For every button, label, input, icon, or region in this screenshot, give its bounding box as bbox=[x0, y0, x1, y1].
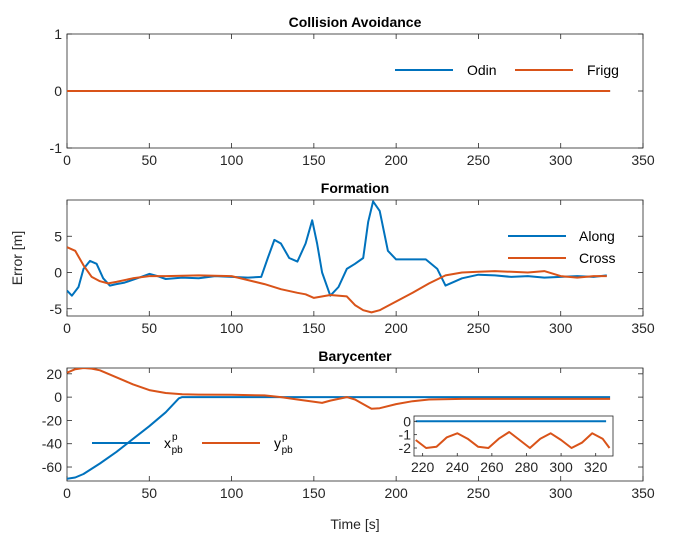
x-tick-label: 100 bbox=[220, 320, 244, 336]
inset-y-tick-label: 0 bbox=[403, 413, 411, 429]
x-tick-label: 100 bbox=[220, 485, 244, 501]
chart-title: Formation bbox=[321, 180, 389, 196]
legend-label: Frigg bbox=[587, 62, 619, 78]
y-tick-label: -40 bbox=[42, 436, 62, 452]
x-tick-label: 200 bbox=[384, 152, 408, 168]
legend-label: Odin bbox=[467, 62, 497, 78]
x-tick-label: 250 bbox=[467, 485, 491, 501]
inset-chart: 220 240 260 280 300 320 0-1-2 bbox=[399, 413, 614, 475]
y-tick-label: 0 bbox=[54, 389, 62, 405]
y-axis-label: Error [m] bbox=[9, 231, 25, 285]
x-tick-label: 200 bbox=[384, 485, 408, 501]
x-tick-label: 300 bbox=[549, 485, 573, 501]
x-tick-label: 300 bbox=[549, 320, 573, 336]
x-tick-label: 350 bbox=[631, 485, 655, 501]
x-tick-label: 0 bbox=[63, 485, 71, 501]
x-tick-label: 350 bbox=[631, 152, 655, 168]
legend-label: yp pb bbox=[274, 432, 293, 456]
y-tick-label: 0 bbox=[54, 83, 62, 99]
y-tick-label: 0 bbox=[54, 265, 62, 281]
y-tick-label: 1 bbox=[54, 26, 62, 42]
chart-title: Barycenter bbox=[318, 348, 392, 364]
x-tick-label: 250 bbox=[467, 152, 491, 168]
inset-y-tick-label: -1 bbox=[399, 427, 412, 443]
y-tick-label: -20 bbox=[42, 412, 62, 428]
series-line-2 bbox=[67, 246, 607, 314]
legend-label: Cross bbox=[579, 250, 616, 266]
inset-x-tick-label: 260 bbox=[480, 459, 504, 475]
x-tick-label: 350 bbox=[631, 320, 655, 336]
inset-x-tick-label: 300 bbox=[549, 459, 573, 475]
y-tick-label: -60 bbox=[42, 459, 62, 475]
inset-y-tick-label: -2 bbox=[399, 440, 412, 456]
inset-series-line-2 bbox=[415, 431, 611, 449]
legend-label: Along bbox=[579, 228, 615, 244]
x-tick-label: 50 bbox=[141, 320, 157, 336]
x-tick-label: 200 bbox=[384, 320, 408, 336]
chart-panel-1: Collision Avoidance 0 50 100 150 200 250 300 350… bbox=[50, 14, 655, 168]
inset-x-tick-label: 220 bbox=[411, 459, 435, 475]
x-tick-label: 250 bbox=[467, 320, 491, 336]
inset-x-tick-label: 280 bbox=[515, 459, 539, 475]
y-tick-label: 20 bbox=[46, 366, 62, 382]
chart-title: Collision Avoidance bbox=[289, 14, 422, 30]
y-tick-label: -1 bbox=[50, 140, 63, 156]
x-tick-label: 50 bbox=[141, 152, 157, 168]
x-tick-label: 100 bbox=[220, 152, 244, 168]
inset-x-tick-label: 240 bbox=[446, 459, 470, 475]
series-line-1 bbox=[67, 396, 611, 480]
y-tick-label: 5 bbox=[54, 228, 62, 244]
series-line-2 bbox=[67, 368, 611, 410]
x-tick-label: 50 bbox=[141, 485, 157, 501]
x-tick-label: 0 bbox=[63, 320, 71, 336]
x-tick-label: 150 bbox=[302, 152, 326, 168]
x-tick-label: 150 bbox=[302, 485, 326, 501]
legend-label: xp pb bbox=[164, 432, 183, 456]
x-tick-label: 0 bbox=[63, 152, 71, 168]
y-tick-label: -5 bbox=[50, 301, 63, 317]
inset-x-tick-label: 320 bbox=[584, 459, 608, 475]
x-tick-label: 300 bbox=[549, 152, 573, 168]
x-tick-label: 150 bbox=[302, 320, 326, 336]
series-line-1 bbox=[67, 200, 607, 297]
x-axis-label: Time [s] bbox=[330, 516, 379, 532]
